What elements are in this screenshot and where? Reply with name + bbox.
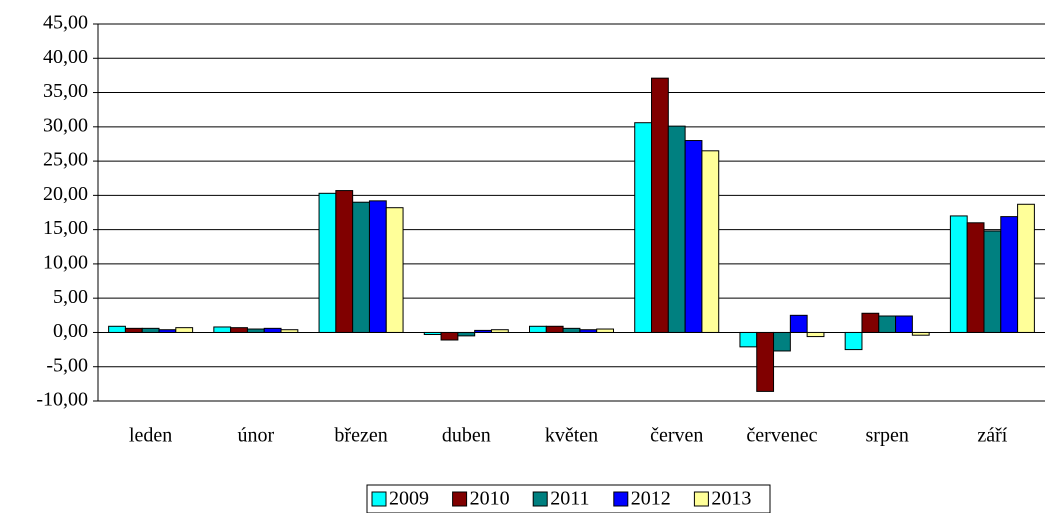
y-tick-label: 25,00 — [43, 149, 88, 171]
x-tick-label: květen — [545, 425, 598, 447]
bar — [158, 329, 177, 333]
bar — [335, 190, 354, 333]
bar — [806, 331, 825, 338]
bar — [596, 328, 615, 333]
legend-swatch — [371, 491, 387, 507]
bar — [789, 314, 808, 333]
legend-label: 2011 — [550, 488, 589, 510]
bar — [213, 326, 232, 333]
bar — [352, 201, 370, 333]
bar — [1000, 216, 1019, 333]
legend-label: 2012 — [631, 488, 671, 510]
bar — [440, 331, 459, 341]
x-tick-label: leden — [129, 425, 172, 447]
bar — [280, 329, 299, 333]
bar — [318, 192, 337, 333]
bar — [684, 140, 703, 333]
y-tick-label: 15,00 — [43, 217, 88, 239]
legend-swatch — [532, 491, 548, 507]
bar — [1017, 203, 1035, 333]
bar — [490, 329, 509, 333]
x-tick-label: duben — [442, 425, 491, 447]
bar — [983, 230, 1002, 333]
x-tick-label: březen — [334, 425, 387, 447]
bar — [651, 77, 669, 333]
y-tick-label: -5,00 — [46, 354, 88, 376]
y-tick-label: 35,00 — [43, 80, 88, 102]
x-tick-label: červenec — [746, 425, 817, 447]
legend-swatch — [693, 491, 709, 507]
x-tick-label: září — [977, 425, 1007, 447]
y-tick-label: -10,00 — [36, 389, 88, 411]
legend-label: 2009 — [389, 488, 429, 510]
legend-swatch — [613, 491, 629, 507]
bar — [739, 331, 758, 348]
y-tick-label: 10,00 — [43, 252, 88, 274]
bar — [368, 200, 387, 333]
bar — [878, 315, 897, 333]
y-tick-label: 0,00 — [53, 320, 88, 342]
bar — [230, 327, 248, 333]
y-tick-label: 30,00 — [43, 114, 88, 136]
bar — [773, 331, 791, 352]
bar — [701, 150, 720, 333]
legend-swatch — [452, 491, 468, 507]
x-tick-label: únor — [237, 425, 274, 447]
bar — [108, 325, 126, 333]
bar — [545, 325, 564, 333]
bar — [911, 331, 930, 336]
bar — [529, 325, 547, 333]
legend-label: 2010 — [470, 488, 510, 510]
bar — [474, 329, 492, 333]
bar — [385, 207, 404, 333]
legend-label: 2013 — [711, 488, 751, 510]
bar — [895, 315, 913, 333]
y-tick-label: 45,00 — [43, 12, 88, 34]
bar — [667, 125, 686, 333]
bar — [861, 312, 880, 333]
bar — [423, 331, 442, 336]
bar — [966, 222, 985, 333]
bar — [579, 329, 598, 333]
bar — [756, 331, 775, 392]
bar — [634, 122, 653, 333]
bar — [141, 327, 160, 333]
bar — [562, 327, 581, 333]
bar — [175, 327, 194, 333]
bar — [124, 327, 143, 333]
bar — [263, 327, 282, 333]
y-tick-label: 20,00 — [43, 183, 88, 205]
y-tick-label: 5,00 — [53, 286, 88, 308]
bar — [246, 328, 265, 333]
bar — [457, 331, 476, 337]
bar — [949, 215, 968, 333]
bar — [844, 331, 863, 351]
y-tick-label: 40,00 — [43, 46, 88, 68]
x-tick-label: srpen — [866, 425, 909, 447]
x-tick-label: červen — [650, 425, 703, 447]
